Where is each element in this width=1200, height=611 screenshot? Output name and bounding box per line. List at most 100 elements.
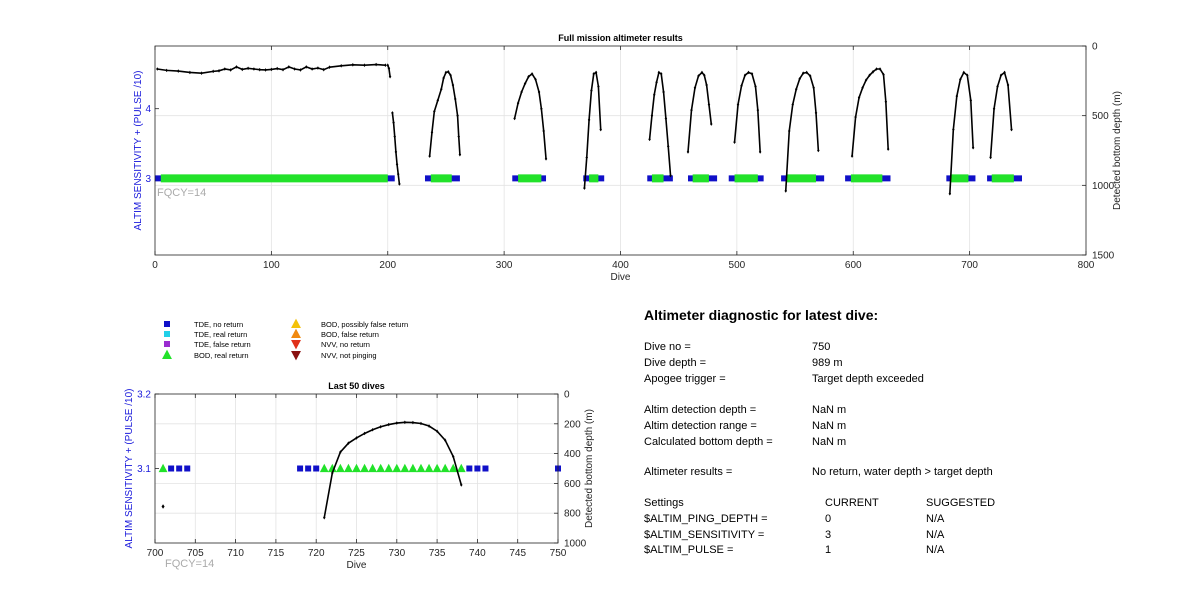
depth-point xyxy=(305,65,308,69)
x-tick-label: 300 xyxy=(496,260,513,271)
depth-point xyxy=(959,77,962,82)
depth-point xyxy=(669,173,672,178)
depth-point xyxy=(395,162,399,167)
depth-point xyxy=(971,145,975,150)
bod-real-return-marker xyxy=(424,463,434,473)
depth-point xyxy=(165,68,168,73)
depth-point xyxy=(394,150,398,154)
depth-point xyxy=(374,62,378,67)
setting-name: $ALTIM_SENSITIVITY = xyxy=(644,529,764,541)
depth-point xyxy=(435,429,439,434)
tde-no-return-marker xyxy=(297,465,304,472)
diagnostic-label: Dive no = xyxy=(644,341,691,353)
depth-point xyxy=(323,515,326,520)
depth-point xyxy=(686,150,690,154)
depth-point xyxy=(384,63,387,68)
depth-point xyxy=(442,76,445,80)
depth-point xyxy=(513,116,516,121)
diagnostic-panel: Altimeter diagnostic for latest dive: Di… xyxy=(644,307,995,556)
setting-current: 0 xyxy=(825,513,831,525)
legend-swatch-triangle-up xyxy=(291,328,301,339)
legend-label: BOD, real return xyxy=(194,351,249,360)
depth-point xyxy=(801,71,805,75)
depth-point xyxy=(388,74,392,79)
depth-point xyxy=(875,67,878,71)
depth-point xyxy=(235,65,238,69)
depth-point xyxy=(594,70,598,75)
depth-point xyxy=(585,155,589,160)
bod-real-return-marker xyxy=(344,463,353,473)
depth-point xyxy=(710,122,713,126)
x-tick-label: 730 xyxy=(388,548,405,559)
depth-point xyxy=(451,454,455,459)
x-tick-label: 0 xyxy=(152,260,158,271)
x-tick-label: 745 xyxy=(509,548,526,559)
depth-point xyxy=(347,441,350,445)
depth-point xyxy=(999,73,1003,78)
y-right-tick-label: 200 xyxy=(564,419,581,430)
diagnostic-title: Altimeter diagnostic for latest dive: xyxy=(644,307,878,323)
x-tick-label: 735 xyxy=(429,548,446,559)
depth-point xyxy=(443,438,447,442)
bod-real-return-marker xyxy=(786,174,817,183)
depth-point xyxy=(331,471,334,475)
bod-real-return-marker xyxy=(734,174,758,183)
full-mission-chart: 0 100 200 300 400 500 600 700 800 3 4 0 500 1000 1500 F… xyxy=(133,33,1123,283)
diagnostic-label: Dive depth = xyxy=(644,357,706,369)
depth-point xyxy=(430,130,434,135)
depth-point xyxy=(520,90,523,94)
depth-point xyxy=(460,483,463,487)
y-right-tick-label: 800 xyxy=(564,509,581,520)
depth-point xyxy=(387,66,391,71)
bod-real-return-marker xyxy=(456,463,466,473)
depth-point xyxy=(428,154,431,158)
depth-point xyxy=(339,450,342,454)
depth-point xyxy=(784,189,788,193)
depth-point xyxy=(223,67,227,71)
depth-point xyxy=(328,65,331,69)
depth-point xyxy=(690,108,693,112)
depth-point xyxy=(747,70,750,75)
x-tick-label: 740 xyxy=(469,548,486,559)
legend-label: NVV, no return xyxy=(321,340,370,349)
depth-point xyxy=(299,68,302,72)
bod-real-return-marker xyxy=(432,463,442,473)
depth-point xyxy=(814,111,818,115)
depth-point xyxy=(592,72,595,76)
depth-point xyxy=(451,83,455,87)
tde-no-return-marker xyxy=(305,465,312,472)
depth-point xyxy=(537,90,541,94)
depth-point xyxy=(281,67,285,72)
depth-point xyxy=(355,436,358,440)
chart-title: Last 50 dives xyxy=(328,381,385,391)
x-axis-label: Dive xyxy=(610,272,630,283)
depth-line xyxy=(428,70,461,157)
bod-real-return-marker xyxy=(352,463,361,473)
settings-header: Settings xyxy=(644,497,684,509)
depth-point xyxy=(440,87,443,91)
depth-point xyxy=(743,73,747,78)
depth-point xyxy=(808,74,812,78)
bod-real-return-marker xyxy=(589,174,599,183)
tde-no-return-marker xyxy=(176,465,183,472)
depth-point xyxy=(657,70,661,75)
depth-point xyxy=(433,109,436,114)
depth-point xyxy=(590,88,593,93)
depth-point xyxy=(817,148,820,153)
depth-point xyxy=(444,70,448,75)
fqcy-annotation: FQCY=14 xyxy=(157,187,206,199)
bod-real-return-marker xyxy=(408,463,418,473)
setting-current: 1 xyxy=(825,544,831,556)
depth-point xyxy=(252,67,256,71)
depth-point xyxy=(200,71,203,75)
depth-line xyxy=(784,71,820,191)
depth-point xyxy=(177,69,180,73)
bod-real-return-marker xyxy=(327,463,337,473)
depth-point xyxy=(457,134,460,139)
y-right-tick-label: 0 xyxy=(564,390,570,401)
legend-swatch-square xyxy=(164,331,170,337)
depth-point xyxy=(371,427,374,432)
depth-point xyxy=(275,66,279,71)
depth-point xyxy=(787,129,791,133)
